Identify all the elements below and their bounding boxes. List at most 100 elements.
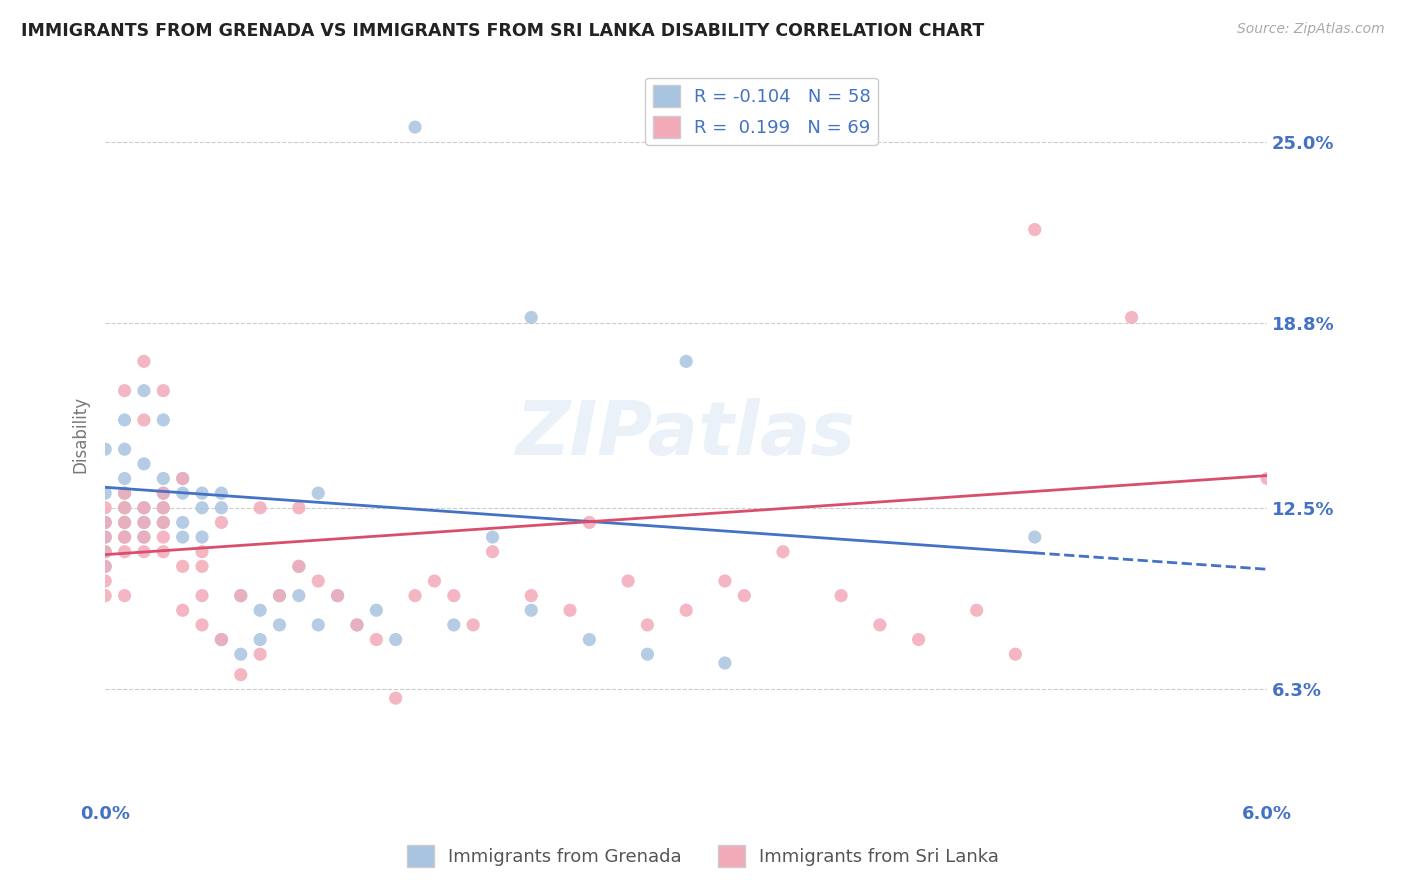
Point [229, 589, 252, 603]
Point [423, 574, 446, 588]
Point [114, 545, 136, 559]
Point [520, 603, 543, 617]
Point [578, 632, 600, 647]
Point [481, 545, 503, 559]
Point [209, 500, 232, 515]
Point [114, 442, 136, 457]
Point [520, 589, 543, 603]
Point [443, 618, 465, 632]
Point [249, 647, 271, 661]
Point [152, 471, 174, 485]
Point [229, 667, 252, 681]
Point [772, 545, 794, 559]
Point [152, 516, 174, 530]
Point [288, 559, 311, 574]
Point [152, 413, 174, 427]
Point [714, 574, 737, 588]
Point [114, 500, 136, 515]
Point [152, 486, 174, 500]
Point [288, 500, 311, 515]
Point [94, 516, 117, 530]
Point [404, 589, 426, 603]
Point [1024, 530, 1046, 544]
Point [384, 691, 406, 706]
Point [114, 516, 136, 530]
Point [249, 603, 271, 617]
Point [94, 500, 117, 515]
Legend: R = -0.104   N = 58, R =  0.199   N = 69: R = -0.104 N = 58, R = 0.199 N = 69 [645, 78, 879, 145]
Point [384, 632, 406, 647]
Point [114, 530, 136, 544]
Point [152, 500, 174, 515]
Y-axis label: Disability: Disability [72, 396, 89, 473]
Point [249, 500, 271, 515]
Point [172, 486, 194, 500]
Point [229, 589, 252, 603]
Point [326, 589, 349, 603]
Point [269, 589, 291, 603]
Legend: Immigrants from Grenada, Immigrants from Sri Lanka: Immigrants from Grenada, Immigrants from… [399, 838, 1007, 874]
Point [132, 530, 155, 544]
Point [132, 413, 155, 427]
Point [366, 603, 388, 617]
Point [191, 618, 214, 632]
Point [94, 574, 117, 588]
Point [269, 618, 291, 632]
Point [830, 589, 852, 603]
Point [1004, 647, 1026, 661]
Point [869, 618, 891, 632]
Point [346, 618, 368, 632]
Point [114, 471, 136, 485]
Point [636, 647, 658, 661]
Point [114, 486, 136, 500]
Point [152, 530, 174, 544]
Point [114, 530, 136, 544]
Point [132, 545, 155, 559]
Point [132, 516, 155, 530]
Point [209, 516, 232, 530]
Point [132, 516, 155, 530]
Point [714, 656, 737, 670]
Point [94, 530, 117, 544]
Point [1024, 222, 1046, 236]
Point [966, 603, 988, 617]
Point [191, 486, 214, 500]
Point [114, 384, 136, 398]
Point [172, 471, 194, 485]
Point [191, 589, 214, 603]
Point [307, 618, 329, 632]
Point [1121, 310, 1143, 325]
Point [288, 559, 311, 574]
Point [152, 516, 174, 530]
Point [132, 354, 155, 368]
Point [463, 618, 485, 632]
Point [172, 530, 194, 544]
Point [172, 559, 194, 574]
Point [172, 471, 194, 485]
Text: IMMIGRANTS FROM GRENADA VS IMMIGRANTS FROM SRI LANKA DISABILITY CORRELATION CHAR: IMMIGRANTS FROM GRENADA VS IMMIGRANTS FR… [21, 22, 984, 40]
Point [114, 486, 136, 500]
Point [94, 530, 117, 544]
Point [733, 589, 755, 603]
Point [1256, 471, 1278, 485]
Point [404, 120, 426, 134]
Point [209, 632, 232, 647]
Point [558, 603, 581, 617]
Point [307, 574, 329, 588]
Point [114, 516, 136, 530]
Point [366, 632, 388, 647]
Point [443, 589, 465, 603]
Point [907, 632, 929, 647]
Point [191, 559, 214, 574]
Point [132, 530, 155, 544]
Point [94, 486, 117, 500]
Point [94, 545, 117, 559]
Point [675, 354, 697, 368]
Point [94, 545, 117, 559]
Point [520, 310, 543, 325]
Point [152, 545, 174, 559]
Point [307, 486, 329, 500]
Point [617, 574, 640, 588]
Point [132, 384, 155, 398]
Point [132, 500, 155, 515]
